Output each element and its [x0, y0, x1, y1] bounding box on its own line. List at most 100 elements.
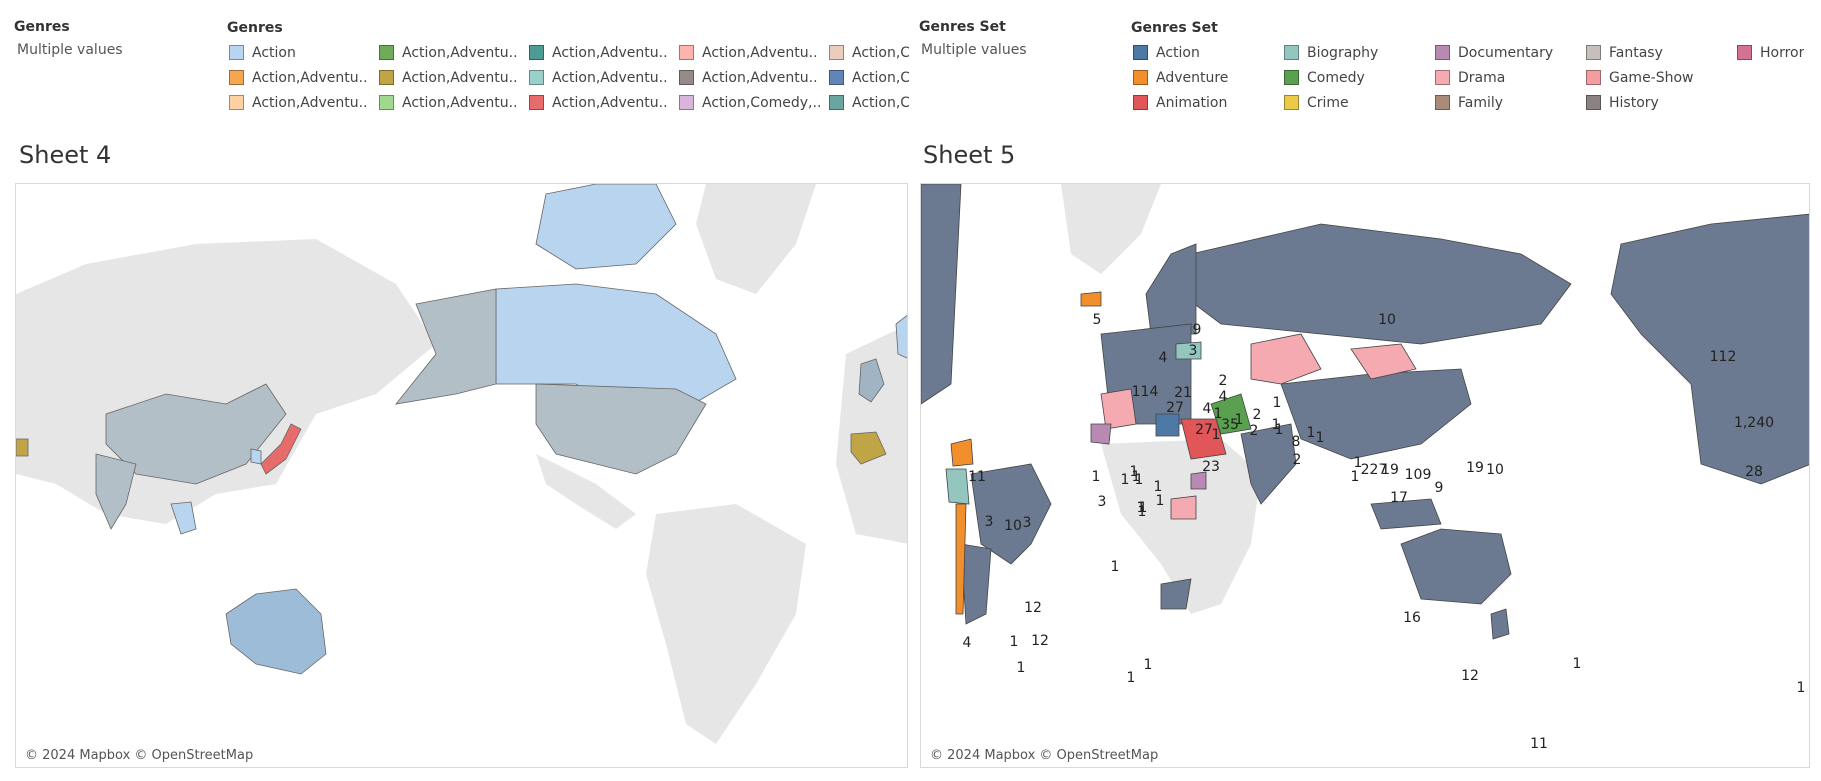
- legend-swatch: [379, 45, 394, 60]
- genres-legend-item[interactable]: Action,Adventu..: [529, 90, 679, 115]
- genres-legend-item[interactable]: Action,C: [829, 40, 909, 65]
- south-africa-shape[interactable]: [1160, 578, 1192, 610]
- north-america-shape[interactable]: [1610, 213, 1810, 485]
- genres-legend-item[interactable]: Action,Adventu..: [679, 65, 829, 90]
- count-label: 1,240: [1734, 415, 1774, 431]
- genres-set-legend-item[interactable]: Family: [1435, 90, 1586, 115]
- east-asia-islands-shape[interactable]: [1370, 498, 1442, 530]
- count-label: 23: [1202, 459, 1220, 475]
- legend-swatch: [529, 95, 544, 110]
- count-label: 4: [1159, 350, 1168, 366]
- algeria-shape[interactable]: [1100, 388, 1137, 430]
- count-label: 1: [1111, 559, 1120, 575]
- south-korea-shape: [250, 448, 262, 465]
- kenya-shape[interactable]: [1190, 471, 1207, 490]
- russia-shape[interactable]: [1180, 223, 1572, 345]
- greenland-land-shape: [1061, 184, 1161, 274]
- legend-label: Action: [1156, 44, 1200, 61]
- saudi-arabia-shape[interactable]: [1180, 418, 1227, 460]
- legend-label: Action,Adventu..: [552, 44, 668, 61]
- count-label: 10: [1378, 312, 1396, 328]
- genres-set-legend-item[interactable]: Horror: [1737, 40, 1821, 65]
- count-label: 1: [1272, 417, 1281, 433]
- legend-swatch: [1737, 45, 1752, 60]
- count-label: 1: [1139, 500, 1148, 516]
- sheet-5-title: Sheet 5: [923, 141, 1016, 169]
- genres-legend-item[interactable]: Action,Adventu..: [229, 90, 379, 115]
- sheet-5-map[interactable]: 10 112 1,240 28 5 9 4 3 2 114 21 4 27 4 1 1 1 2 35 2 1 1 8 1 1 27…: [920, 183, 1810, 768]
- count-label: 10: [1486, 462, 1504, 478]
- legend-swatch: [1133, 95, 1148, 110]
- count-label: 112: [1710, 349, 1737, 365]
- west-edge-shape[interactable]: [921, 184, 962, 405]
- genres-legend-item[interactable]: Action,Comedy,..: [679, 90, 829, 115]
- count-label: 21: [1174, 385, 1192, 401]
- turkey-shape[interactable]: [1175, 341, 1202, 360]
- genres-legend-item[interactable]: Action,Adventu..: [379, 40, 529, 65]
- mongolia-shape[interactable]: [1350, 343, 1417, 380]
- genres-set-filter-value[interactable]: Multiple values: [921, 42, 1027, 58]
- genres-set-legend-item[interactable]: Crime: [1284, 90, 1435, 115]
- genres-legend-item[interactable]: Action,C: [829, 65, 909, 90]
- count-label: 1: [1130, 464, 1139, 480]
- legend-label: Action,Adventu..: [252, 69, 368, 86]
- genres-set-legend-item[interactable]: Animation: [1133, 90, 1284, 115]
- tanzania-shape[interactable]: [1170, 495, 1197, 520]
- legend-label: Family: [1458, 94, 1504, 111]
- legend-swatch: [1586, 70, 1601, 85]
- peru-shape[interactable]: [945, 468, 970, 505]
- iceland-shape[interactable]: [1080, 291, 1102, 307]
- genres-legend-item[interactable]: Action: [229, 40, 379, 65]
- legend-label: Action,Comedy,..: [702, 94, 822, 111]
- genres-set-legend-title: Genres Set: [1131, 20, 1218, 36]
- colombia-shape[interactable]: [950, 438, 974, 467]
- sheet-4-title: Sheet 4: [19, 141, 112, 169]
- count-label: 1: [1121, 472, 1130, 488]
- mali-shape[interactable]: [1090, 423, 1112, 445]
- egypt-shape[interactable]: [1155, 413, 1180, 437]
- count-label: 1: [1138, 504, 1147, 520]
- genres-set-legend-item[interactable]: Biography: [1284, 40, 1435, 65]
- alaska-shape: [395, 288, 497, 405]
- brazil-shape[interactable]: [970, 463, 1052, 565]
- genres-legend-item[interactable]: Action,Adventu..: [529, 40, 679, 65]
- count-label: 4: [1219, 389, 1228, 405]
- scandinavia-shape[interactable]: [1145, 243, 1197, 335]
- genres-set-legend-item[interactable]: Documentary: [1435, 40, 1586, 65]
- chile-shape[interactable]: [955, 503, 967, 615]
- africa-land-shape: [1101, 439, 1261, 614]
- argentina-shape[interactable]: [960, 543, 992, 625]
- legend-swatch: [1284, 95, 1299, 110]
- legend-swatch: [1284, 45, 1299, 60]
- legend-label: Action,Adventu..: [402, 94, 518, 111]
- genres-legend-item[interactable]: Action,C: [829, 90, 909, 115]
- genres-legend-item[interactable]: Action,Adventu..: [229, 65, 379, 90]
- china-shape[interactable]: [1280, 368, 1472, 460]
- legend-swatch: [679, 95, 694, 110]
- genres-set-legend-item[interactable]: History: [1586, 90, 1737, 115]
- australia-shape[interactable]: [1400, 528, 1512, 605]
- count-label: 16: [1403, 610, 1421, 626]
- genres-legend-item[interactable]: Action,Adventu..: [679, 40, 829, 65]
- legend-label: Animation: [1156, 94, 1228, 111]
- legend-label: Documentary: [1458, 44, 1554, 61]
- genres-set-legend-item[interactable]: Fantasy: [1586, 40, 1737, 65]
- genres-set-legend-item[interactable]: Action: [1133, 40, 1284, 65]
- genres-filter-value[interactable]: Multiple values: [17, 42, 123, 58]
- genres-set-legend-item[interactable]: Comedy: [1284, 65, 1435, 90]
- count-label: 11: [1530, 736, 1548, 752]
- india-shape[interactable]: [1240, 423, 1297, 505]
- legend-label: Action: [252, 44, 296, 61]
- new-zealand-shape[interactable]: [1490, 608, 1510, 640]
- genres-set-legend-item[interactable]: Adventure: [1133, 65, 1284, 90]
- sheet-4-map[interactable]: © 2024 Mapbox © OpenStreetMap: [15, 183, 908, 768]
- genres-set-legend-item[interactable]: Game-Show: [1586, 65, 1737, 90]
- kazakhstan-shape[interactable]: [1250, 333, 1322, 385]
- genres-legend-item[interactable]: Action,Adventu..: [379, 90, 529, 115]
- genres-legend-item[interactable]: Action,Adventu..: [379, 65, 529, 90]
- genres-legend-item[interactable]: Action,Adventu..: [529, 65, 679, 90]
- genres-set-legend: Action Adventure Animation Biography Comedy C…: [1133, 40, 1821, 116]
- genres-set-legend-item[interactable]: Drama: [1435, 65, 1586, 90]
- count-label: 27: [1195, 422, 1213, 438]
